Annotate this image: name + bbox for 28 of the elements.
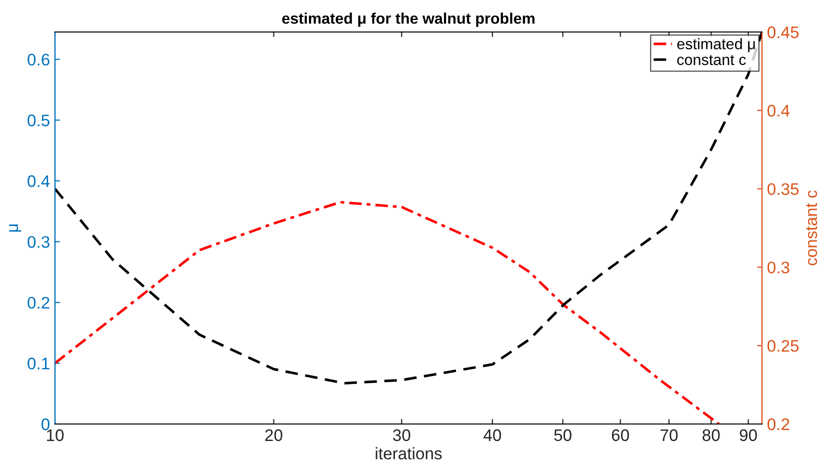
x-tick-label: 30 — [393, 429, 410, 442]
y-axis-title: μ — [9, 224, 22, 232]
y2-tick-label: 0.4 — [768, 104, 790, 117]
y-tick-label: 0.5 — [28, 114, 50, 126]
y-tick-label: 0.1 — [28, 358, 50, 370]
x-tick-label: 50 — [554, 429, 572, 442]
y-tick-label: 0 — [42, 418, 50, 430]
x-tick-label: 20 — [265, 429, 282, 442]
x-tick-label: 90 — [740, 429, 757, 442]
x-axis-title: iterations — [376, 447, 442, 460]
legend-label: estimated μ — [677, 38, 755, 52]
y-tick-label: 0.3 — [28, 236, 50, 248]
chart-title: estimated μ for the walnut problem — [282, 12, 534, 27]
y2-tick-label: 0.45 — [768, 26, 799, 38]
y2-tick-label: 0.2 — [768, 418, 790, 430]
y-tick-label: 0.6 — [28, 54, 50, 66]
y2-axis-title: constant c — [806, 190, 818, 266]
x-tick-label: 70 — [660, 429, 678, 442]
y2-tick-label: 0.35 — [768, 183, 799, 196]
legend-label: constant c — [677, 55, 746, 66]
y2-tick-label: 0.25 — [768, 340, 799, 352]
x-tick-label: 40 — [484, 429, 502, 442]
y-tick-label: 0.2 — [28, 296, 50, 309]
y2-tick-label: 0.3 — [768, 262, 790, 274]
x-tick-label: 10 — [47, 429, 64, 442]
x-tick-label: 80 — [702, 429, 720, 442]
y-tick-label: 0.4 — [28, 175, 50, 188]
x-tick-label: 60 — [612, 429, 629, 442]
